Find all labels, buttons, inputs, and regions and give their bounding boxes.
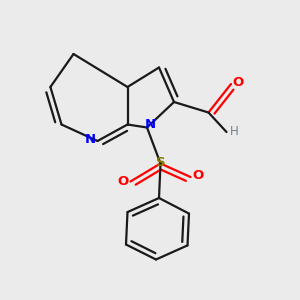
Text: O: O [117,175,129,188]
Text: O: O [232,76,243,89]
Text: O: O [192,169,204,182]
Text: H: H [230,125,238,139]
Text: N: N [84,133,96,146]
Text: S: S [156,155,165,169]
Text: N: N [144,118,156,131]
